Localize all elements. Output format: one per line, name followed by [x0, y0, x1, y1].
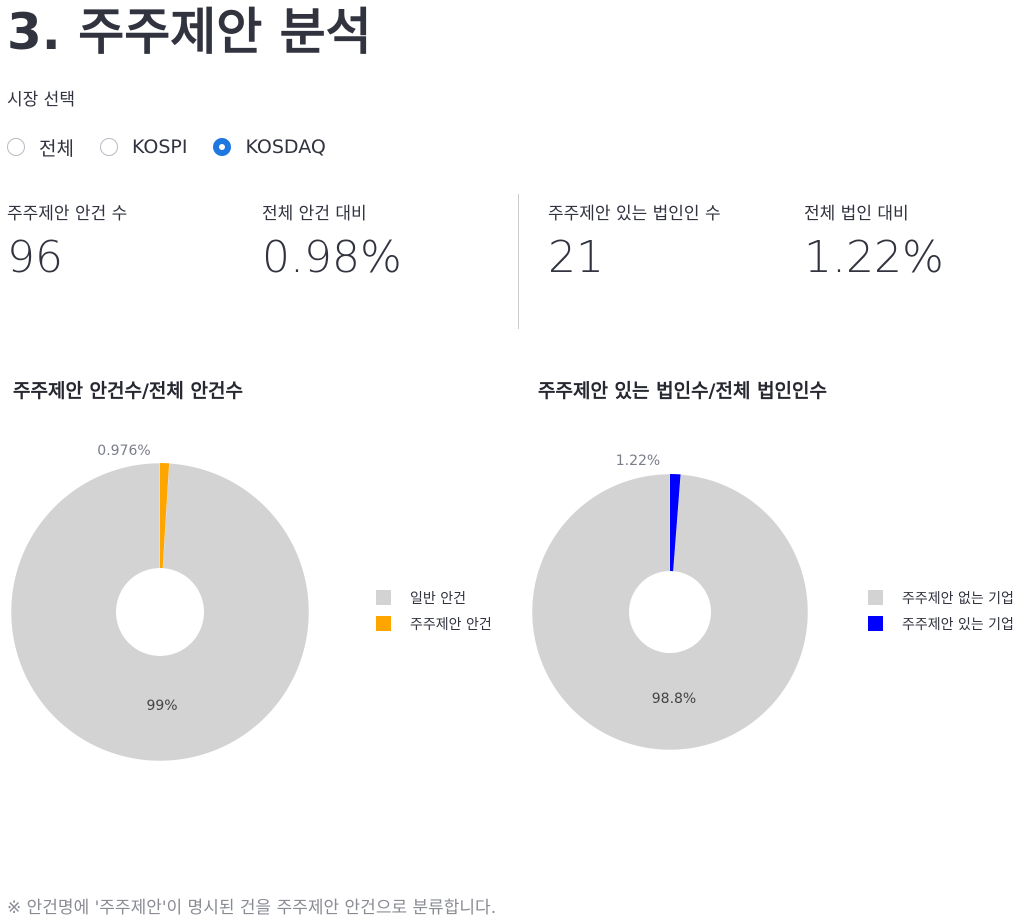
data-label-major: 99%	[146, 698, 177, 714]
donut-hole	[629, 571, 711, 653]
market-select-label: 시장 선택	[7, 90, 75, 110]
legend-swatch[interactable]	[868, 590, 883, 605]
legend-label[interactable]: 일반 안건	[410, 591, 466, 607]
data-label-minor: 0.976%	[97, 443, 150, 459]
legend-label[interactable]: 주주제안 안건	[410, 617, 492, 633]
radio-label-kosdaq[interactable]: KOSDAQ	[245, 136, 326, 158]
radio-option-kospi[interactable]: KOSPI	[99, 136, 188, 158]
chart-title-companies: 주주제안 있는 법인수/전체 법인인수	[538, 380, 827, 402]
donut-hole	[116, 568, 204, 656]
metric-label: 전체 법인 대비	[804, 204, 909, 224]
radio-option-all[interactable]: 전체	[7, 134, 74, 161]
page-title: 3. 주주제안 분석	[7, 3, 372, 61]
radio-label-all[interactable]: 전체	[39, 137, 74, 160]
legend-swatch[interactable]	[376, 616, 391, 631]
metric-label: 주주제안 안건 수	[7, 204, 128, 224]
chart-title-proposals: 주주제안 안건수/전체 안건수	[13, 380, 243, 402]
metric-company-count: 주주제안 있는 법인인 수 21	[548, 199, 721, 283]
data-label-minor: 1.22%	[616, 453, 660, 469]
data-label-major: 98.8%	[652, 691, 696, 707]
metric-value: 1.22%	[804, 232, 944, 283]
market-radio-group: 전체 KOSPI KOSDAQ	[7, 132, 352, 162]
metric-value: 96	[7, 232, 63, 283]
metric-value: 21	[548, 232, 604, 283]
footnote: ※ 안건명에 '주주제안'이 명시된 건을 주주제안 안건으로 분류합니다.	[7, 898, 497, 918]
radio-option-kosdaq[interactable]: KOSDAQ	[213, 136, 326, 158]
radio-label-kospi[interactable]: KOSPI	[131, 136, 188, 158]
metrics-divider	[518, 194, 519, 329]
metric-proposal-count: 주주제안 안건 수 96	[7, 199, 127, 283]
radio-button-icon[interactable]	[213, 138, 232, 156]
radio-button-icon[interactable]	[7, 138, 25, 156]
metric-company-ratio: 전체 법인 대비 1.22%	[804, 199, 944, 283]
metric-value: 0.98%	[262, 232, 402, 283]
metric-label: 주주제안 있는 법인인 수	[548, 204, 721, 224]
metric-label: 전체 안건 대비	[262, 204, 367, 224]
metric-proposal-ratio: 전체 안건 대비 0.98%	[262, 199, 402, 283]
legend-swatch[interactable]	[868, 616, 883, 631]
legend-label[interactable]: 주주제안 없는 기업	[902, 591, 1014, 607]
legend-swatch[interactable]	[376, 590, 391, 605]
legend-label[interactable]: 주주제안 있는 기업	[902, 617, 1014, 633]
radio-button-icon[interactable]	[99, 138, 118, 156]
